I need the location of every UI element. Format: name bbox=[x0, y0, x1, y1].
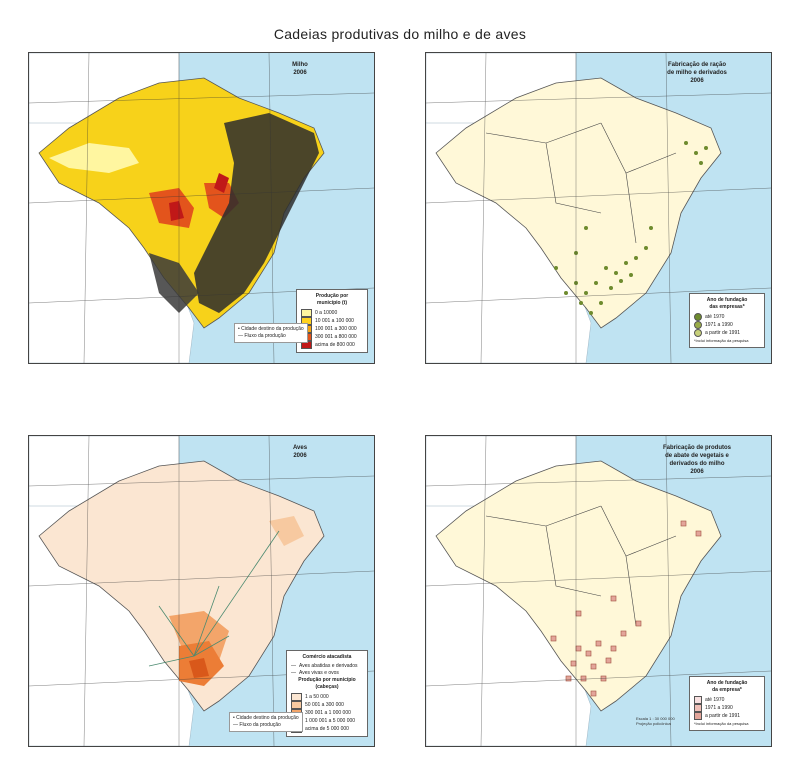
legend-row: 1 a 50 000 bbox=[291, 693, 363, 701]
legend-row: — Aves vivas e ovos bbox=[291, 670, 339, 676]
legend-label: 50 001 a 300 000 bbox=[305, 701, 344, 708]
map-title: Fabricação de produtos de abate de veget… bbox=[662, 445, 731, 475]
legend-row: a partir de 1991 bbox=[694, 712, 760, 720]
flow-legend-milho: • Cidade destino da produção — Fluxo da … bbox=[234, 323, 308, 343]
legend-label: 1 000 001 a 5 000 000 bbox=[305, 717, 356, 724]
flow-legend-item: • Cidade destino da produção bbox=[238, 326, 304, 332]
legend-note: *Inclui informação da pesquisa bbox=[694, 338, 749, 343]
flow-legend-aves: • Cidade destino da produção — Fluxo da … bbox=[229, 712, 303, 732]
legend-label: 0 a 10000 bbox=[315, 309, 338, 316]
legend-row: 1971 a 1990 bbox=[694, 704, 760, 712]
legend-racao: Ano de fundação das empresas* até 1970 1… bbox=[689, 293, 765, 348]
legend-swatch bbox=[694, 321, 702, 329]
legend-label: 1971 a 1990 bbox=[705, 321, 733, 328]
legend-note: *Inclui informação da pesquisa bbox=[694, 721, 749, 726]
legend-swatch bbox=[694, 313, 702, 321]
scale-bar: Escala 1 : 30 000 000 Projeção policônic… bbox=[636, 716, 675, 726]
legend-row: até 1970 bbox=[694, 313, 760, 321]
map-abate[interactable]: Fabricação de produtos de abate de veget… bbox=[425, 435, 772, 747]
map-title: Milho 2006 bbox=[292, 62, 308, 76]
flow-legend-item: — Fluxo da produção bbox=[238, 333, 286, 339]
legend-row: a partir de 1991 bbox=[694, 329, 760, 337]
legend-swatch bbox=[291, 701, 302, 709]
legend-label: 100 001 a 300 000 bbox=[315, 325, 357, 332]
map-racao-base bbox=[426, 53, 771, 363]
legend-row: 100 001 a 300 000 bbox=[301, 325, 363, 333]
flow-legend-item: • Cidade destino da produção bbox=[233, 715, 299, 721]
map-racao[interactable]: Fabricação de ração de milho e derivados… bbox=[425, 52, 772, 364]
legend-swatch bbox=[291, 693, 302, 701]
legend-milho: Produção por município (t) 0 a 10000 10 … bbox=[296, 289, 368, 353]
legend-label: 1 a 50 000 bbox=[305, 693, 329, 700]
map-milho-base bbox=[29, 53, 374, 363]
legend-label: 300 001 a 1 000 000 bbox=[305, 709, 351, 716]
legend-row: 50 001 a 300 000 bbox=[291, 701, 363, 709]
legend-abate: Ano de fundação da empresa* até 1970 197… bbox=[689, 676, 765, 731]
legend-label: até 1970 bbox=[705, 696, 725, 703]
map-title: Aves 2006 bbox=[292, 445, 308, 459]
legend-title: Ano de fundação das empresas* bbox=[706, 297, 748, 310]
legend-row: 0 a 10000 bbox=[301, 309, 363, 317]
legend-row: acima de 800 000 bbox=[301, 341, 363, 349]
legend-label: 1971 a 1990 bbox=[705, 704, 733, 711]
legend-title: Comércio atacadista bbox=[302, 654, 352, 660]
legend-swatch bbox=[694, 696, 702, 704]
legend-label: 10 001 a 100 000 bbox=[315, 317, 354, 324]
legend-swatch bbox=[694, 704, 702, 712]
legend-row: até 1970 bbox=[694, 696, 760, 704]
map-milho[interactable]: Milho 2006 Produção por município (t) 0 … bbox=[28, 52, 375, 364]
legend-label: até 1970 bbox=[705, 313, 725, 320]
legend-label: acima de 800 000 bbox=[315, 341, 355, 348]
legend-label: a partir de 1991 bbox=[705, 712, 741, 719]
legend-swatch bbox=[301, 309, 312, 317]
legend-row: 300 001 a 800 000 bbox=[301, 333, 363, 341]
legend-row: 10 001 a 100 000 bbox=[301, 317, 363, 325]
legend-label: a partir de 1991 bbox=[705, 329, 741, 336]
legend-row: — Aves abatidas e derivados bbox=[291, 663, 358, 669]
map-aves[interactable]: Aves 2006 Comércio atacadista — Aves aba… bbox=[28, 435, 375, 747]
legend-subtitle: Produção por município (cabeças) bbox=[298, 677, 356, 690]
map-aves-base bbox=[29, 436, 374, 746]
legend-swatch bbox=[694, 712, 702, 720]
legend-title: Ano de fundação da empresa* bbox=[706, 680, 748, 693]
legend-row: 1971 a 1990 bbox=[694, 321, 760, 329]
page-title: Cadeias produtivas do milho e de aves bbox=[273, 26, 527, 42]
legend-label: acima de 5 000 000 bbox=[305, 725, 349, 732]
legend-label: 300 001 a 800 000 bbox=[315, 333, 357, 340]
map-title: Fabricação de ração de milho e derivados… bbox=[667, 62, 727, 84]
flow-legend-item: — Fluxo da produção bbox=[233, 722, 281, 728]
legend-swatch bbox=[694, 329, 702, 337]
legend-title: Produção por município (t) bbox=[315, 293, 349, 306]
